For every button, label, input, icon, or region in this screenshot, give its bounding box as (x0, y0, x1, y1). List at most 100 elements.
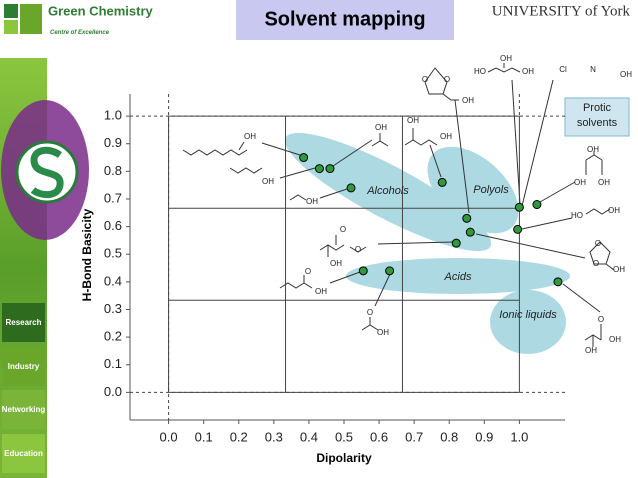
structure-label: O (593, 259, 599, 268)
structure-label: OH (462, 96, 474, 105)
y-tick-label: 0.1 (104, 356, 122, 371)
region-label: Acids (444, 271, 472, 283)
structure (585, 151, 603, 175)
pointer (539, 181, 576, 203)
title-box (236, 0, 454, 40)
x-tick-label: 0.5 (335, 429, 353, 444)
university: UNIVERSITY of York (492, 3, 631, 19)
structure-label: OH (585, 346, 597, 355)
structure-label: OH (500, 54, 512, 63)
protic-box (564, 97, 630, 137)
structure-label: OH (613, 265, 625, 274)
structure-label: OH (375, 123, 387, 132)
structure-label: OH (440, 132, 452, 141)
structure-label: OH (315, 287, 327, 296)
x-tick-label: 0.9 (475, 429, 493, 444)
region-label: Polyols (473, 184, 509, 196)
structure-label: OH (306, 197, 318, 206)
y-tick-label: 0.4 (104, 273, 122, 288)
nav-button[interactable]: Networking (2, 390, 45, 429)
structure-label: HO (571, 211, 583, 220)
structure-label: OH (609, 335, 621, 344)
structure-label: OH (244, 132, 256, 141)
structure (289, 194, 307, 201)
data-point (437, 177, 447, 187)
y-tick-label: 0.9 (104, 135, 122, 150)
structure (371, 133, 389, 147)
structure (279, 275, 313, 289)
structure-label: HO (474, 67, 486, 76)
data-point (553, 277, 563, 287)
region-label: Alcohols (366, 185, 409, 197)
pointer (521, 217, 573, 230)
x-axis-label: Dipolarity (316, 451, 372, 465)
structure-label: O (340, 225, 346, 234)
x-tick-label: 0.2 (230, 429, 248, 444)
structure-label: O (444, 75, 450, 84)
structure-label: OH (574, 178, 586, 187)
structure-label: O (355, 245, 361, 254)
structure-label: OH (377, 328, 389, 337)
logo-subtitle: Centre of Excellence (50, 30, 110, 36)
pointer (377, 241, 454, 245)
y-tick-label: 0.3 (104, 301, 122, 316)
logo-title: Green Chemistry (48, 3, 154, 18)
structure (229, 167, 263, 174)
structure (361, 317, 379, 331)
logo-s (30, 146, 64, 199)
structure (585, 208, 611, 215)
nav-button[interactable]: Industry (2, 347, 45, 386)
data-point (346, 183, 356, 193)
x-tick-label: 0.4 (300, 429, 318, 444)
data-point (299, 153, 309, 163)
x-tick-label: 0.0 (160, 429, 178, 444)
data-point (465, 227, 475, 237)
structure (424, 67, 459, 101)
structure-label: OH (598, 178, 610, 187)
structure-label: O (367, 308, 373, 317)
structure-label: O (598, 315, 604, 324)
x-tick-label: 1.0 (510, 429, 528, 444)
data-point (451, 238, 461, 248)
pointer (329, 271, 361, 284)
region-polyols (427, 146, 519, 234)
pointer (429, 144, 442, 178)
region-label: Ionic liquids (499, 309, 557, 321)
structure-label: O (595, 239, 601, 248)
structure (182, 141, 248, 156)
structure (589, 241, 615, 271)
structure (584, 324, 602, 347)
x-tick-label: 0.1 (195, 429, 213, 444)
data-point (513, 224, 523, 234)
logo-square (4, 4, 18, 18)
pointer (562, 283, 601, 313)
pointer (475, 233, 586, 259)
y-axis-label: H-Bond Basicity (80, 208, 94, 301)
y-tick-label: 0.7 (104, 190, 122, 205)
structure-label: OH (522, 67, 534, 76)
y-tick-label: 0.2 (104, 329, 122, 344)
structure (404, 128, 438, 146)
data-point (532, 200, 542, 210)
x-tick-label: 0.7 (405, 429, 423, 444)
structure (319, 235, 367, 257)
logo-square (20, 4, 42, 34)
structure-label: OH (330, 259, 342, 268)
x-tick-label: 0.8 (440, 429, 458, 444)
slide-title: Solvent mapping (264, 8, 425, 30)
x-tick-label: 0.6 (370, 429, 388, 444)
region-ionic (490, 290, 566, 354)
structure-label: Cl (559, 65, 567, 74)
y-tick-label: 0.8 (104, 163, 122, 178)
pointer (511, 79, 521, 205)
pointer (521, 79, 554, 207)
structure-label: OH (608, 206, 620, 215)
data-point (325, 164, 335, 174)
nav-button[interactable]: Research (2, 303, 45, 342)
pointer (261, 142, 301, 156)
nav-button[interactable]: Education (2, 434, 45, 473)
pointer (319, 188, 348, 199)
structure-label: OH (620, 70, 632, 79)
structure (487, 63, 521, 73)
